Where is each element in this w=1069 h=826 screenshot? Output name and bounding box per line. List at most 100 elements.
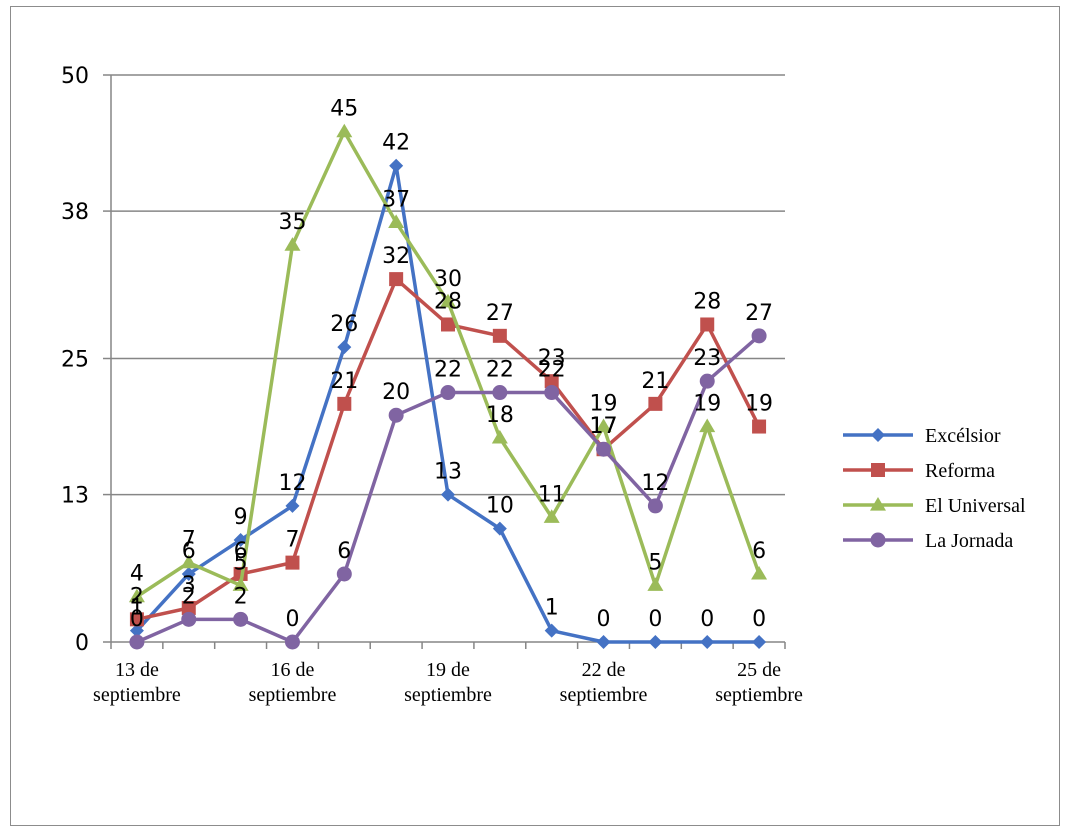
data-label-reforma: 21	[641, 369, 669, 394]
data-point-reforma	[492, 328, 507, 343]
data-point-reforma	[389, 272, 404, 287]
data-label-la-jornada: 2	[182, 584, 196, 609]
data-label-el-universal: 35	[278, 210, 306, 235]
series-exc-lsior	[129, 158, 767, 649]
series-reforma	[129, 272, 767, 627]
data-point-la-jornada	[181, 611, 197, 627]
data-point-exc-lsior	[233, 532, 248, 547]
data-point-reforma	[700, 317, 715, 332]
data-point-exc-lsior	[181, 566, 196, 581]
data-point-reforma	[337, 396, 352, 411]
data-point-el-universal	[128, 588, 145, 603]
xtick-label: 13 de septiembre	[93, 659, 181, 706]
xtick-label-line: septiembre	[249, 684, 337, 706]
data-label-reforma: 27	[486, 301, 514, 326]
data-label-el-universal: 7	[182, 528, 196, 553]
data-label-el-universal: 5	[648, 550, 662, 575]
data-label-el-universal: 19	[693, 392, 721, 417]
legend-label-reforma: Reforma	[925, 460, 995, 482]
data-label-exc-lsior: 0	[648, 607, 662, 632]
xtick-label-line: septiembre	[715, 684, 803, 706]
data-label-exc-lsior: 13	[434, 460, 462, 485]
data-label-el-universal: 37	[382, 187, 410, 212]
data-point-exc-lsior	[544, 623, 559, 638]
xtick-label: 25 de septiembre	[715, 659, 803, 706]
data-label-reforma: 7	[285, 528, 299, 553]
xtick-label-line: septiembre	[404, 684, 492, 706]
data-label-la-jornada: 22	[434, 358, 462, 383]
data-point-exc-lsior	[752, 635, 767, 649]
data-label-el-universal: 6	[752, 539, 766, 564]
ytick-label-25: 25	[61, 348, 89, 373]
legend: Excélsior Reforma El Universal La Jornada	[843, 425, 1026, 552]
data-point-el-universal	[647, 577, 664, 591]
data-label-exc-lsior: 10	[486, 494, 514, 519]
legend-entry-reforma: Reforma	[843, 460, 995, 482]
ytick-label-38: 38	[61, 200, 89, 225]
data-label-la-jornada: 17	[590, 414, 618, 439]
ytick-label-13: 13	[61, 484, 89, 509]
data-label-exc-lsior: 12	[278, 471, 306, 496]
data-label-el-universal: 30	[434, 267, 462, 292]
xtick-label-line: 16 de	[271, 659, 315, 681]
series	[128, 123, 768, 650]
legend-label-el-universal: El Universal	[925, 495, 1026, 517]
xtick-label: 19 de septiembre	[404, 659, 492, 706]
data-point-reforma	[285, 555, 300, 570]
data-point-la-jornada	[388, 407, 404, 423]
ytick-label-0: 0	[75, 631, 89, 656]
data-label-el-universal: 5	[234, 550, 248, 575]
xtick-label: 16 de septiembre	[249, 659, 337, 706]
data-label-exc-lsior: 0	[597, 607, 611, 632]
data-label-el-universal: 19	[590, 392, 618, 417]
data-label-exc-lsior: 1	[545, 596, 559, 621]
data-point-exc-lsior	[648, 635, 663, 649]
data-point-reforma	[752, 419, 767, 434]
data-label-exc-lsior: 0	[700, 607, 714, 632]
data-point-reforma	[129, 612, 144, 627]
data-label-exc-lsior: 9	[234, 505, 248, 530]
data-label-la-jornada: 22	[486, 358, 514, 383]
data-point-la-jornada	[699, 373, 715, 389]
xtick-label-line: septiembre	[560, 684, 648, 706]
data-point-reforma	[181, 600, 196, 615]
data-label-el-universal: 4	[130, 562, 144, 587]
data-label-reforma: 2	[130, 584, 144, 609]
data-label-la-jornada: 6	[337, 539, 351, 564]
xtick-label-line: 25 de	[737, 659, 781, 681]
series-el-universal	[128, 123, 768, 603]
data-point-exc-lsior	[129, 623, 144, 638]
series-la-jornada	[129, 328, 767, 650]
data-label-la-jornada: 0	[285, 607, 299, 632]
data-point-reforma	[544, 374, 559, 389]
xtick-label: 22 de septiembre	[560, 659, 648, 706]
legend-marker-la-jornada	[870, 532, 886, 548]
data-label-la-jornada: 27	[745, 301, 773, 326]
data-point-exc-lsior	[337, 340, 352, 355]
data-label-reforma: 6	[234, 539, 248, 564]
data-label-el-universal: 45	[330, 97, 358, 122]
data-label-el-universal: 11	[538, 482, 566, 507]
data-point-exc-lsior	[441, 487, 455, 502]
data-label-exc-lsior: 26	[330, 312, 358, 337]
data-point-el-universal	[751, 565, 768, 580]
legend-entry-el-universal: El Universal	[843, 495, 1026, 517]
data-point-el-universal	[388, 214, 405, 229]
data-point-exc-lsior	[389, 158, 404, 173]
data-point-el-universal	[543, 509, 560, 523]
data-point-el-universal	[699, 418, 716, 433]
legend-marker-el-universal	[870, 497, 886, 511]
legend-label-exc-lsior: Excélsior	[925, 425, 1001, 447]
data-label-reforma: 28	[693, 289, 721, 314]
data-point-reforma	[441, 317, 455, 332]
xtick-label-line: 19 de	[426, 659, 470, 681]
data-label-reforma: 32	[382, 244, 410, 269]
legend-marker-reforma	[871, 463, 885, 477]
data-label-reforma: 28	[434, 289, 462, 314]
data-point-el-universal	[595, 418, 612, 433]
data-label-la-jornada: 2	[234, 584, 248, 609]
data-point-la-jornada	[544, 385, 560, 401]
data-label-reforma: 19	[745, 392, 773, 417]
